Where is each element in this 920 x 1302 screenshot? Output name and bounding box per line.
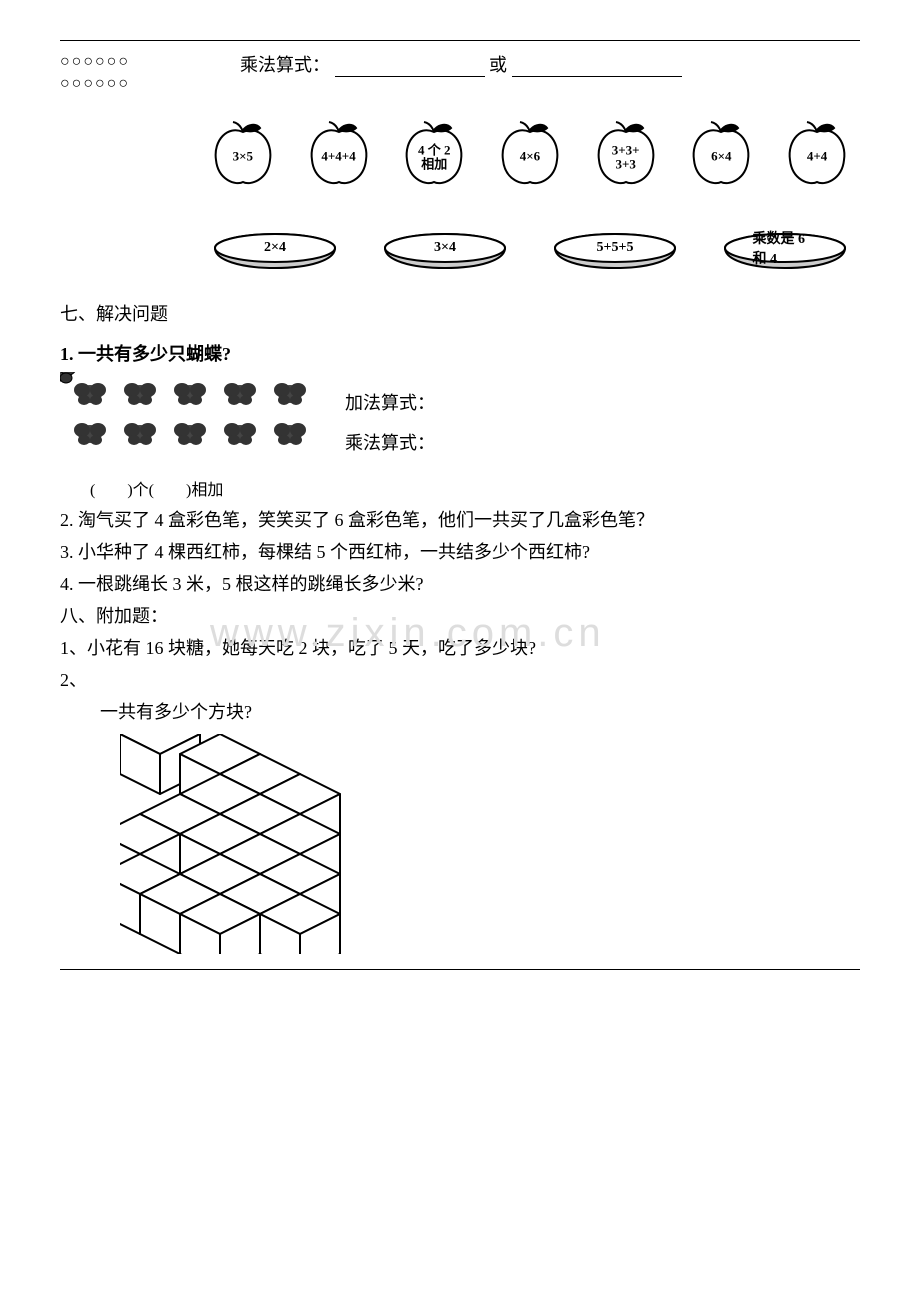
circle-diagram: ○○○○○○ ○○○○○○ [60, 51, 180, 95]
circle-row-1: ○○○○○○ [60, 51, 180, 73]
q1-title: 1. 一共有多少只蝴蝶? [60, 340, 860, 366]
apple-2: 4 个 2 相加 [399, 120, 469, 190]
blank-1 [335, 73, 485, 77]
apple-1: 4+4+4 [304, 120, 374, 190]
section-8-title: 八、附加题： [60, 602, 860, 628]
addl-2-q: 一共有多少个方块? [60, 698, 860, 724]
section-7-title: 七、解决问题 [60, 300, 860, 326]
butterfly-figure [60, 372, 320, 472]
apple-3: 4×6 [495, 120, 565, 190]
apples-row: 3×5 4+4+4 4 个 2 相加 4×6 3+3+ 3+3 6×4 4+4 [60, 120, 860, 190]
apple-4: 3+3+ 3+3 [591, 120, 661, 190]
cube-figure [120, 734, 440, 959]
q2: 2. 淘气买了 4 盒彩色笔，笑笑买了 6 盒彩色笔，他们一共买了几盒彩色笔？ [60, 506, 860, 532]
plate-1: 3×4 [380, 230, 510, 270]
addl-1: 1、小花有 16 块糖，她每天吃 2 块，吃了 5 天，吃了多少块? [60, 634, 860, 660]
q1-under-text: ( )个( )相加 [60, 476, 860, 500]
plate-2: 5+5+5 [550, 230, 680, 270]
q3: 3. 小华种了 4 棵西红柿，每棵结 5 个西红柿，一共结多少个西红柿? [60, 538, 860, 564]
q4: 4. 一根跳绳长 3 米，5 根这样的跳绳长多少米? [60, 570, 860, 596]
circle-row-2: ○○○○○○ [60, 73, 180, 95]
plate-0: 2×4 [210, 230, 340, 270]
eq-label-1: 乘法算式： [240, 55, 330, 75]
apple-6: 4+4 [782, 120, 852, 190]
apple-0: 3×5 [208, 120, 278, 190]
plate-3: 乘数是 6 和 4 [720, 230, 850, 270]
apple-5: 6×4 [686, 120, 756, 190]
plates-row: 2×4 3×4 5+5+5 乘数是 6 和 4 [60, 230, 860, 270]
addl-2-prefix: 2、 [60, 666, 860, 692]
q1-mul-label: 乘法算式： [345, 429, 435, 455]
eq-label-or: 或 [489, 55, 507, 75]
multiplication-prompt: 乘法算式： 或 [180, 51, 860, 77]
q1-add-label: 加法算式： [345, 389, 435, 415]
blank-2 [512, 73, 682, 77]
